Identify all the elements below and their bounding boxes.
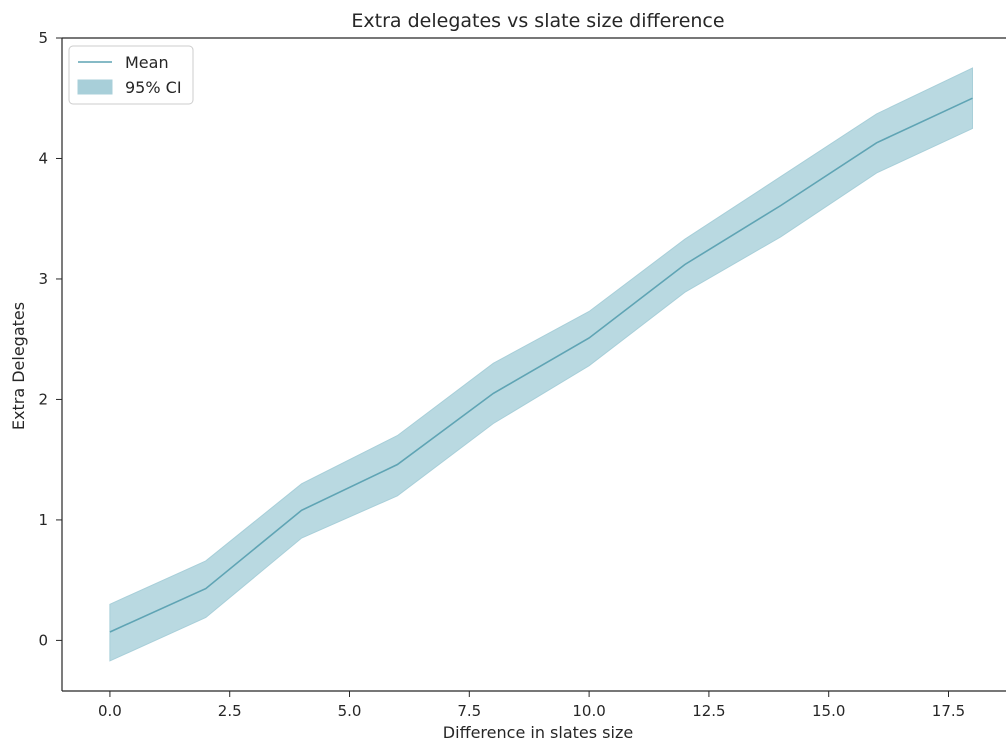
legend-label-mean: Mean xyxy=(125,53,169,72)
x-tick-label: 7.5 xyxy=(457,702,481,720)
y-axis-label: Extra Delegates xyxy=(9,302,28,430)
x-tick-label: 12.5 xyxy=(692,702,725,720)
x-tick-label: 2.5 xyxy=(218,702,242,720)
x-axis-ticks: 0.0 2.5 5.0 7.5 10.0 12.5 15.0 17.5 xyxy=(98,691,965,720)
y-axis-ticks: 0 1 2 3 4 5 xyxy=(38,29,62,649)
legend-label-ci: 95% CI xyxy=(125,78,182,97)
x-tick-label: 17.5 xyxy=(932,702,965,720)
chart-title: Extra delegates vs slate size difference xyxy=(351,10,724,32)
y-tick-label: 3 xyxy=(38,270,48,288)
plot-area xyxy=(109,67,973,662)
y-tick-label: 0 xyxy=(38,631,48,649)
y-tick-label: 5 xyxy=(38,29,48,47)
x-tick-label: 5.0 xyxy=(338,702,362,720)
x-tick-label: 10.0 xyxy=(572,702,605,720)
x-tick-label: 0.0 xyxy=(98,702,122,720)
legend-swatch-ci xyxy=(77,79,113,95)
y-tick-label: 2 xyxy=(38,390,48,408)
x-axis-label: Difference in slates size xyxy=(443,723,633,742)
y-tick-label: 1 xyxy=(38,511,48,529)
ci-band xyxy=(109,67,973,662)
y-tick-label: 4 xyxy=(38,149,48,167)
x-tick-label: 15.0 xyxy=(812,702,845,720)
legend: Mean 95% CI xyxy=(68,45,194,105)
mean-line xyxy=(109,97,973,633)
